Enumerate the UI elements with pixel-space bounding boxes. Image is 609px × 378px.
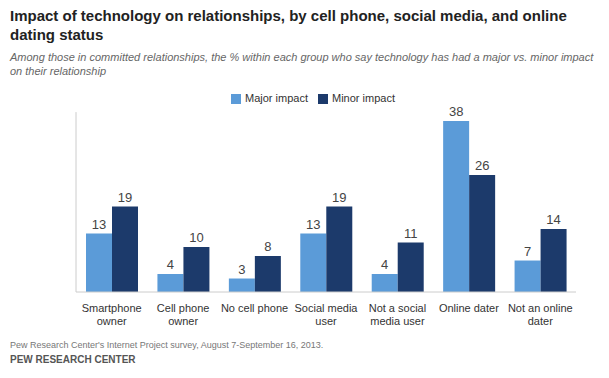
svg-text:10: 10: [189, 230, 203, 245]
svg-text:dater: dater: [528, 315, 553, 327]
svg-text:Not an online: Not an online: [508, 302, 573, 314]
svg-text:owner: owner: [168, 315, 198, 327]
html-text:Impact of technology on relati: Impact of technology on relationships, b…: [10, 7, 567, 43]
svg-text:13: 13: [92, 217, 106, 232]
svg-text:media user: media user: [370, 315, 425, 327]
html-text:Major impact: Major impact: [245, 92, 308, 104]
svg-text:owner: owner: [97, 315, 127, 327]
html-text:PEW RESEARCH CENTER: PEW RESEARCH CENTER: [10, 354, 136, 365]
svg-text:38: 38: [449, 104, 463, 119]
svg-text:26: 26: [475, 158, 489, 173]
svg-text:11: 11: [404, 226, 418, 241]
html-text:Among those in committed relat: Among those in committed relationships, …: [10, 51, 594, 77]
svg-text:Not a social: Not a social: [369, 302, 426, 314]
svg-text:14: 14: [546, 212, 560, 227]
svg-text:Cell phone: Cell phone: [157, 302, 210, 314]
svg-text:8: 8: [264, 239, 271, 254]
svg-text:13: 13: [306, 217, 320, 232]
html-text:Minor impact: Minor impact: [332, 92, 395, 104]
svg-text:7: 7: [524, 244, 531, 259]
html-text:Pew Research Center's Internet: Pew Research Center's Internet Project s…: [10, 340, 324, 350]
svg-text:4: 4: [167, 257, 174, 272]
svg-text:4: 4: [381, 257, 388, 272]
svg-text:3: 3: [238, 262, 245, 277]
svg-text:19: 19: [118, 190, 132, 205]
svg-text:user: user: [315, 315, 337, 327]
svg-text:Smartphone: Smartphone: [82, 302, 142, 314]
svg-text:19: 19: [332, 190, 346, 205]
svg-text:Social media: Social media: [295, 302, 359, 314]
svg-text:No cell phone: No cell phone: [221, 302, 288, 314]
svg-text:Online dater: Online dater: [439, 302, 499, 314]
